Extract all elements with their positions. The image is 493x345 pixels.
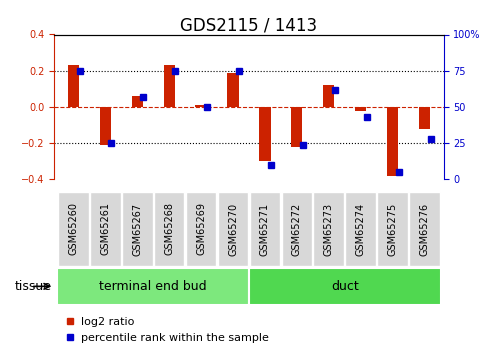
- Text: GSM65274: GSM65274: [355, 203, 366, 256]
- Text: duct: duct: [331, 280, 358, 293]
- FancyBboxPatch shape: [154, 193, 184, 266]
- FancyBboxPatch shape: [409, 193, 440, 266]
- Legend: log2 ratio, percentile rank within the sample: log2 ratio, percentile rank within the s…: [60, 313, 273, 345]
- Text: GSM65272: GSM65272: [292, 203, 302, 256]
- Bar: [387, 107, 398, 176]
- Text: GSM65276: GSM65276: [420, 203, 429, 256]
- Bar: [291, 107, 302, 147]
- FancyBboxPatch shape: [57, 268, 249, 305]
- Text: terminal end bud: terminal end bud: [100, 280, 207, 293]
- Text: GSM65271: GSM65271: [260, 203, 270, 256]
- Text: GSM65273: GSM65273: [324, 203, 334, 256]
- FancyBboxPatch shape: [346, 193, 376, 266]
- Text: GSM65267: GSM65267: [132, 203, 142, 256]
- Text: GSM65261: GSM65261: [100, 203, 110, 256]
- Bar: [164, 65, 175, 107]
- Bar: [355, 107, 366, 110]
- FancyBboxPatch shape: [314, 193, 344, 266]
- FancyBboxPatch shape: [218, 193, 248, 266]
- FancyBboxPatch shape: [58, 193, 89, 266]
- FancyBboxPatch shape: [122, 193, 152, 266]
- FancyBboxPatch shape: [282, 193, 312, 266]
- Text: tissue: tissue: [15, 280, 52, 293]
- Text: GSM65270: GSM65270: [228, 203, 238, 256]
- Text: GSM65268: GSM65268: [164, 203, 174, 256]
- FancyBboxPatch shape: [249, 268, 441, 305]
- Bar: [419, 107, 430, 129]
- FancyBboxPatch shape: [377, 193, 408, 266]
- Text: GSM65260: GSM65260: [69, 203, 78, 256]
- FancyBboxPatch shape: [186, 193, 216, 266]
- FancyBboxPatch shape: [249, 193, 280, 266]
- Title: GDS2115 / 1413: GDS2115 / 1413: [180, 16, 317, 34]
- Bar: [68, 65, 79, 107]
- FancyBboxPatch shape: [90, 193, 121, 266]
- Text: GSM65275: GSM65275: [387, 203, 398, 256]
- Bar: [323, 85, 334, 107]
- Bar: [227, 72, 239, 107]
- Bar: [132, 96, 143, 107]
- Bar: [100, 107, 111, 145]
- Bar: [196, 105, 207, 107]
- Text: GSM65269: GSM65269: [196, 203, 206, 256]
- Bar: [259, 107, 271, 161]
